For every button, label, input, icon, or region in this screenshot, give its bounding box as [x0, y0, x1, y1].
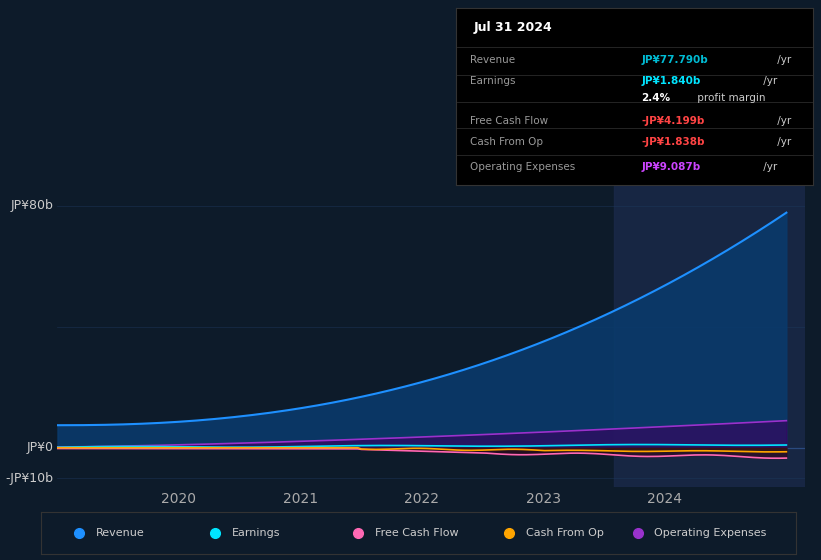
Text: JP¥1.840b: JP¥1.840b — [641, 76, 701, 86]
Text: JP¥80b: JP¥80b — [11, 199, 53, 212]
Text: JP¥0: JP¥0 — [27, 441, 53, 454]
Text: /yr: /yr — [773, 54, 791, 64]
Bar — [614, 185, 810, 487]
Text: JP¥77.790b: JP¥77.790b — [641, 54, 709, 64]
Text: -JP¥4.199b: -JP¥4.199b — [641, 116, 704, 127]
Text: profit margin: profit margin — [695, 94, 766, 104]
Text: Operating Expenses: Operating Expenses — [654, 529, 767, 538]
Text: Operating Expenses: Operating Expenses — [470, 162, 576, 172]
Text: Revenue: Revenue — [95, 529, 144, 538]
Text: -JP¥10b: -JP¥10b — [6, 472, 53, 484]
Text: /yr: /yr — [760, 76, 777, 86]
Text: Free Cash Flow: Free Cash Flow — [470, 116, 548, 127]
Text: Earnings: Earnings — [232, 529, 280, 538]
Text: JP¥9.087b: JP¥9.087b — [641, 162, 700, 172]
Text: Cash From Op: Cash From Op — [470, 137, 543, 147]
Text: /yr: /yr — [760, 162, 777, 172]
Text: /yr: /yr — [773, 116, 791, 127]
Text: /yr: /yr — [773, 137, 791, 147]
Text: 2.4%: 2.4% — [641, 94, 671, 104]
Text: -JP¥1.838b: -JP¥1.838b — [641, 137, 705, 147]
Text: Earnings: Earnings — [470, 76, 516, 86]
Text: Jul 31 2024: Jul 31 2024 — [474, 21, 553, 34]
Text: Free Cash Flow: Free Cash Flow — [375, 529, 458, 538]
Text: Revenue: Revenue — [470, 54, 515, 64]
Text: Cash From Op: Cash From Op — [526, 529, 603, 538]
